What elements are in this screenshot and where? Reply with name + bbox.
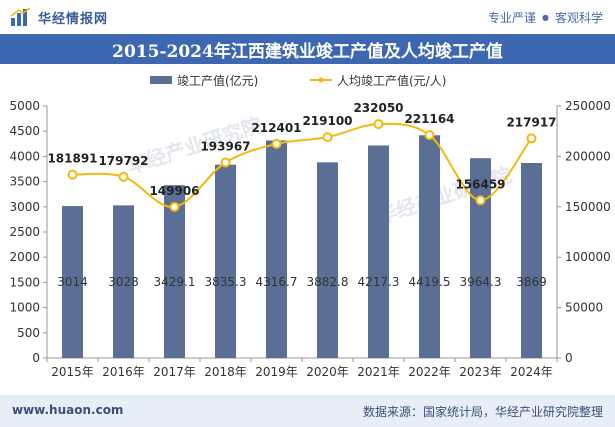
right-tick-label: 0 — [565, 351, 573, 365]
left-tick-label: 4000 — [9, 149, 40, 163]
footer-url[interactable]: www.huaon.com — [12, 403, 124, 417]
legend-bar-swatch — [150, 76, 172, 84]
line-value-label: 221164 — [404, 112, 454, 126]
x-tick-label: 2020年 — [306, 365, 349, 379]
watermark-text: 华经产业研究院 — [374, 163, 515, 229]
footer: www.huaon.com 数据来源：国家统计局，华经产业研究院整理 — [0, 395, 615, 427]
line-point-2023年 — [475, 195, 486, 206]
bar-2018年 — [215, 164, 236, 358]
left-tick-label: 5000 — [9, 99, 40, 113]
bar-value-label: 3869 — [516, 275, 547, 289]
x-tick-label: 2017年 — [153, 365, 196, 379]
line-value-label: 217917 — [506, 115, 556, 129]
line-point-2016年 — [118, 171, 129, 182]
right-tick-label: 200000 — [565, 149, 611, 163]
chart-area: 华经产业研究院 华经产业研究院 竣工产值(亿元) 人均竣工产值(元/人) 0 500 100… — [0, 64, 615, 394]
bar-2023年 — [470, 158, 491, 358]
right-tick-label: 100000 — [565, 250, 611, 264]
bar-value-label: 3028 — [108, 275, 139, 289]
legend-line-marker — [318, 77, 324, 83]
line-point-2015年 — [67, 169, 78, 180]
line-value-label: 212401 — [251, 121, 301, 135]
bar-2022年 — [419, 135, 440, 358]
brand-name: 华经情报网 — [38, 11, 109, 27]
x-tick-label: 2022年 — [408, 365, 451, 379]
left-tick-label: 500 — [17, 326, 40, 340]
x-tick-label: 2024年 — [510, 365, 553, 379]
line-value-label: 156459 — [455, 177, 505, 191]
x-tick-label: 2021年 — [357, 365, 400, 379]
line-value-label: 232050 — [353, 101, 403, 115]
bar-2015年 — [62, 206, 83, 358]
x-tick-label: 2015年 — [51, 365, 94, 379]
line-point-2021年 — [373, 119, 384, 130]
line-point-2020年 — [322, 132, 333, 143]
line-point-2019年 — [271, 138, 282, 149]
left-tick-label: 4500 — [9, 124, 40, 138]
legend-label-2: 人均竣工产值(元/人) — [337, 73, 446, 88]
legend-label-1: 竣工产值(亿元) — [177, 73, 258, 88]
bar-value-label: 3964.3 — [460, 275, 502, 289]
brand[interactable]: 华经情报网 — [10, 7, 108, 27]
left-tick-label: 2500 — [9, 225, 40, 239]
huajing-logo-icon — [10, 7, 31, 26]
title-band: 2015-2024年江西建筑业竣工产值及人均竣工产值 — [0, 34, 615, 64]
line-point-2018年 — [220, 157, 231, 168]
bar-value-label: 4316.7 — [256, 275, 298, 289]
x-tick-label: 2019年 — [255, 365, 298, 379]
bar-value-label: 4217.3 — [358, 275, 400, 289]
footer-source: 数据来源：国家统计局，华经产业研究院整理 — [362, 405, 603, 419]
bar-value-label: 3882.8 — [307, 275, 349, 289]
tagline: 专业严谨 ● 客观科学 — [488, 9, 603, 26]
x-tick-label: 2018年 — [204, 365, 247, 379]
x-tick-label: 2023年 — [459, 365, 502, 379]
tagline-left: 专业严谨 — [487, 11, 536, 25]
line-value-label: 181891 — [47, 152, 97, 166]
left-tick-label: 1500 — [9, 275, 40, 289]
tagline-separator: ● — [542, 13, 549, 22]
x-tick-label: 2016年 — [102, 365, 145, 379]
bar-value-label: 3014 — [57, 275, 88, 289]
bar-2019年 — [266, 140, 287, 358]
chart-title: 2015-2024年江西建筑业竣工产值及人均竣工产值 — [112, 41, 503, 62]
right-tick-label: 250000 — [565, 99, 611, 113]
line-point-2022年 — [424, 130, 435, 141]
bar-2021年 — [368, 145, 389, 358]
line-series-path — [72, 122, 533, 208]
line-value-label: 193967 — [200, 139, 250, 153]
bar-2016年 — [113, 205, 134, 358]
tagline-right: 客观科学 — [554, 11, 603, 25]
line-value-label: 219100 — [302, 114, 352, 128]
top-bar: 华经情报网 专业严谨 ● 客观科学 — [0, 0, 615, 34]
line-value-label: 149906 — [149, 184, 199, 198]
bar-2020年 — [317, 162, 338, 358]
right-tick-label: 150000 — [565, 200, 611, 214]
left-tick-label: 3000 — [9, 200, 40, 214]
line-point-2017年 — [169, 201, 180, 212]
left-tick-label: 1000 — [9, 301, 40, 315]
line-point-2024年 — [526, 133, 537, 144]
bar-value-label: 3429.1 — [154, 275, 196, 289]
left-tick-label: 2000 — [9, 250, 40, 264]
bar-value-label: 3835.3 — [205, 275, 247, 289]
left-tick-label: 0 — [32, 351, 40, 365]
right-tick-label: 50000 — [565, 301, 603, 315]
bar-2017年 — [164, 185, 185, 358]
left-tick-label: 3500 — [9, 175, 40, 189]
bar-value-label: 4419.5 — [409, 275, 451, 289]
bar-2024年 — [521, 163, 542, 358]
line-value-label: 179792 — [98, 154, 148, 168]
